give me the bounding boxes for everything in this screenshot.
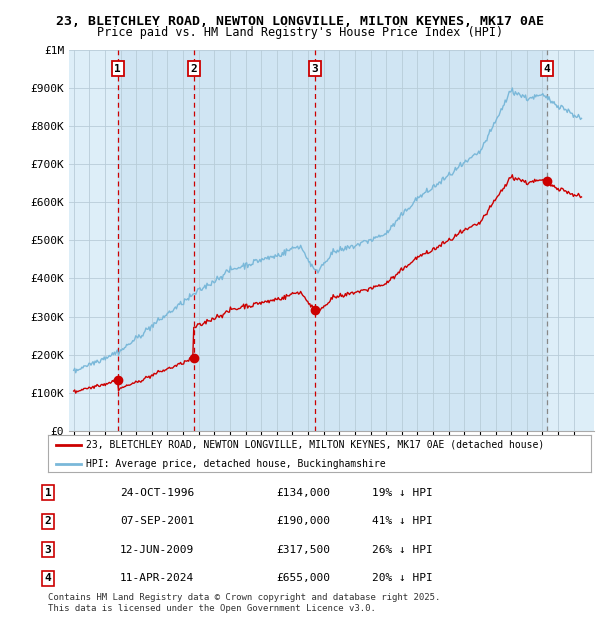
Text: 11-APR-2024: 11-APR-2024 (120, 574, 194, 583)
Text: 23, BLETCHLEY ROAD, NEWTON LONGVILLE, MILTON KEYNES, MK17 0AE (detached house): 23, BLETCHLEY ROAD, NEWTON LONGVILLE, MI… (86, 440, 544, 450)
Text: £134,000: £134,000 (276, 488, 330, 498)
Text: 1: 1 (115, 64, 121, 74)
Text: £190,000: £190,000 (276, 516, 330, 526)
Text: 26% ↓ HPI: 26% ↓ HPI (372, 545, 433, 555)
Text: £655,000: £655,000 (276, 574, 330, 583)
Text: 24-OCT-1996: 24-OCT-1996 (120, 488, 194, 498)
Text: HPI: Average price, detached house, Buckinghamshire: HPI: Average price, detached house, Buck… (86, 459, 386, 469)
Text: 2: 2 (190, 64, 197, 74)
Text: Contains HM Land Registry data © Crown copyright and database right 2025.
This d: Contains HM Land Registry data © Crown c… (48, 593, 440, 613)
Text: 3: 3 (312, 64, 319, 74)
Text: 1: 1 (44, 488, 52, 498)
Text: 19% ↓ HPI: 19% ↓ HPI (372, 488, 433, 498)
Text: 41% ↓ HPI: 41% ↓ HPI (372, 516, 433, 526)
Text: 3: 3 (44, 545, 52, 555)
Text: Price paid vs. HM Land Registry's House Price Index (HPI): Price paid vs. HM Land Registry's House … (97, 26, 503, 38)
Text: 20% ↓ HPI: 20% ↓ HPI (372, 574, 433, 583)
Text: 2: 2 (44, 516, 52, 526)
Text: 07-SEP-2001: 07-SEP-2001 (120, 516, 194, 526)
Bar (118, 50, 547, 431)
Text: £317,500: £317,500 (276, 545, 330, 555)
Text: 12-JUN-2009: 12-JUN-2009 (120, 545, 194, 555)
Text: 4: 4 (544, 64, 550, 74)
Text: 23, BLETCHLEY ROAD, NEWTON LONGVILLE, MILTON KEYNES, MK17 0AE: 23, BLETCHLEY ROAD, NEWTON LONGVILLE, MI… (56, 16, 544, 28)
Text: 4: 4 (44, 574, 52, 583)
